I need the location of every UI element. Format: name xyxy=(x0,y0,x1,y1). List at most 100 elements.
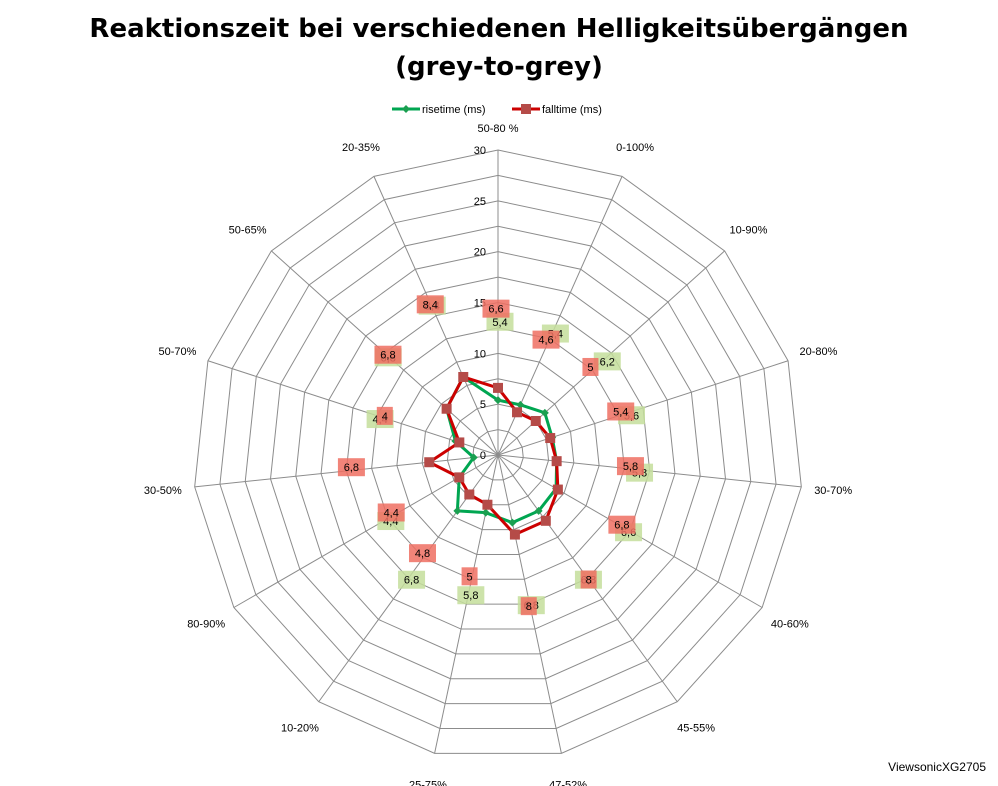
risetime-data-label: 5,8 xyxy=(463,590,478,602)
radial-tick-label: 10 xyxy=(474,348,486,360)
risetime-data-label: 6,2 xyxy=(600,356,615,368)
grid-spoke xyxy=(233,454,499,608)
category-label: 20-35% xyxy=(342,142,380,154)
category-label: 50-70% xyxy=(159,346,197,358)
legend-falltime-marker xyxy=(521,104,531,114)
falltime-label-bg xyxy=(580,570,597,589)
falltime-label-bg xyxy=(520,597,537,616)
legend-risetime-label: risetime (ms) xyxy=(422,104,486,116)
grid-ring xyxy=(295,251,701,655)
falltime-label-bg xyxy=(461,567,478,586)
falltime-data-label: 5 xyxy=(587,362,593,374)
risetime-point xyxy=(516,400,525,409)
category-labels: 50-80 % 0-100% 10-90% 20-80% 30-70% 40-60% 45-… xyxy=(144,123,852,786)
category-label: 80-90% xyxy=(187,619,225,631)
grid-ring xyxy=(194,149,802,754)
category-label: 47-52% xyxy=(549,780,587,786)
falltime-point xyxy=(552,484,563,495)
falltime-point xyxy=(424,457,435,468)
radial-tick-label: 25 xyxy=(474,196,486,208)
falltime-point xyxy=(458,371,469,382)
falltime-data-label: 5,4 xyxy=(613,406,628,418)
falltime-data-label: 4,8 xyxy=(415,548,430,560)
legend: risetime (ms) falltime (ms) xyxy=(392,104,602,116)
risetime-label-bg xyxy=(398,570,426,589)
chart-title: Reaktionszeit bei verschiedenen Helligke… xyxy=(0,10,998,86)
falltime-point xyxy=(454,437,465,448)
falltime-label-bg xyxy=(482,299,510,318)
category-label: 50-65% xyxy=(229,225,267,237)
falltime-data-label: 8 xyxy=(526,601,532,613)
falltime-label-bg xyxy=(376,406,393,425)
falltime-data-label: 8,4 xyxy=(423,299,438,311)
risetime-point xyxy=(481,508,490,517)
falltime-data-label: 4,4 xyxy=(384,507,399,519)
falltime-label-bg xyxy=(408,544,436,563)
falltime-label-bg xyxy=(582,357,599,376)
grid-spoke xyxy=(207,360,499,456)
chart-title-line-1: Reaktionszeit bei verschiedenen Helligke… xyxy=(89,14,909,44)
radial-tick-label: 20 xyxy=(474,247,486,259)
falltime-data-label: 4,6 xyxy=(538,335,553,347)
falltime-data-label: 5 xyxy=(467,571,473,583)
model-credit: ViewsonicXG2705 xyxy=(888,760,986,774)
grid-spoke xyxy=(373,176,499,456)
falltime-label-bg xyxy=(374,345,402,364)
falltime-point xyxy=(482,499,493,510)
radial-tick-label: 30 xyxy=(474,145,486,157)
category-label: 50-80 % xyxy=(478,123,519,135)
risetime-data-label: 6,8 xyxy=(404,575,419,587)
risetime-label-bg xyxy=(593,352,621,371)
falltime-point xyxy=(540,515,551,526)
risetime-series-line xyxy=(445,375,559,525)
radial-tick-label: 5 xyxy=(480,399,486,411)
falltime-data-label: 5,8 xyxy=(623,461,638,473)
radial-tick-label: 0 xyxy=(480,450,486,462)
category-label: 30-50% xyxy=(144,485,182,497)
falltime-point xyxy=(441,403,452,414)
falltime-label-bg xyxy=(607,402,635,421)
falltime-point xyxy=(545,433,556,444)
category-label: 45-55% xyxy=(677,723,715,735)
grid-ring xyxy=(371,327,625,580)
falltime-series-line xyxy=(427,375,560,537)
legend-falltime-label: falltime (ms) xyxy=(542,104,602,116)
risetime-point xyxy=(540,408,549,417)
category-label: 0-100% xyxy=(616,142,654,154)
grid-ring xyxy=(269,225,727,680)
falltime-point xyxy=(509,529,520,540)
grid-ring xyxy=(219,174,777,729)
risetime-point xyxy=(469,453,478,462)
falltime-data-label: 4 xyxy=(382,411,388,423)
grid-ring xyxy=(320,276,676,630)
falltime-label-bg xyxy=(532,330,560,349)
risetime-point xyxy=(494,396,502,405)
data-labels: 5,45,46,25,65,86,66,86,85,86,84,44,46,88… xyxy=(337,295,654,616)
falltime-label-bg xyxy=(377,503,405,522)
falltime-point xyxy=(464,489,475,500)
falltime-data-label: 6,8 xyxy=(344,462,359,474)
radar-grid xyxy=(194,149,802,754)
risetime-point xyxy=(534,506,543,515)
grid-ring xyxy=(421,378,575,531)
falltime-data-label: 8 xyxy=(586,574,592,586)
falltime-label-bg xyxy=(608,515,636,534)
grid-ring xyxy=(396,352,600,555)
risetime-point xyxy=(453,506,462,515)
falltime-point xyxy=(454,472,465,483)
falltime-point xyxy=(493,382,503,393)
falltime-point xyxy=(512,407,523,418)
category-label: 40-60% xyxy=(771,619,809,631)
falltime-point xyxy=(551,456,562,467)
falltime-data-label: 6,6 xyxy=(488,304,503,316)
risetime-label-bg xyxy=(457,586,485,605)
falltime-label-bg xyxy=(337,458,365,477)
falltime-point xyxy=(530,415,541,426)
category-label: 25-75% xyxy=(409,780,447,786)
risetime-point xyxy=(508,518,517,527)
category-label: 10-20% xyxy=(281,723,319,735)
category-label: 10-90% xyxy=(729,225,767,237)
falltime-data-label: 6,8 xyxy=(614,520,629,532)
